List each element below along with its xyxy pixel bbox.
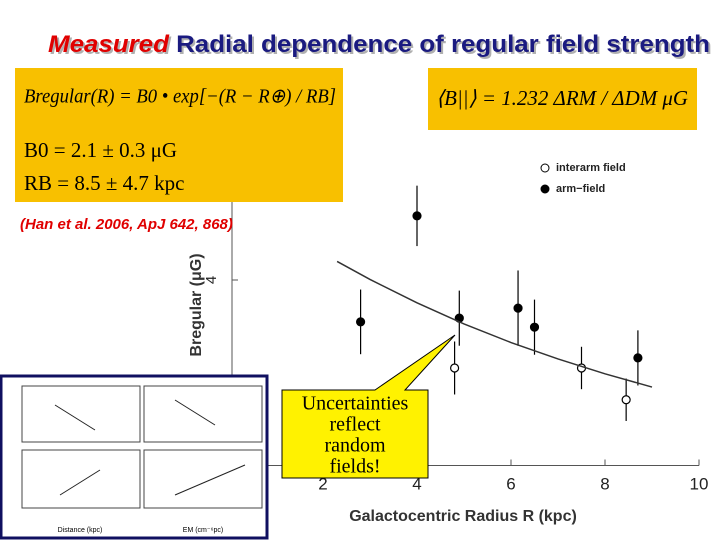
callout-text: random bbox=[324, 435, 386, 457]
y-axis-label: Bregular (μG) bbox=[188, 253, 205, 356]
inset-panel bbox=[21, 385, 141, 443]
point bbox=[529, 322, 540, 332]
formula: RB = 8.5 ± 4.7 kpc bbox=[24, 171, 184, 195]
inset-figure: Distance (kpc) EM (cm⁻⁶pc) bbox=[0, 374, 269, 540]
x-tick-label: 2 bbox=[318, 474, 327, 493]
point bbox=[513, 303, 523, 313]
legend-label: arm−field bbox=[556, 183, 605, 195]
inset-x-label: EM (cm⁻⁶pc) bbox=[183, 527, 223, 534]
point bbox=[450, 363, 460, 373]
inset-panel bbox=[21, 449, 141, 509]
inset-x-label: Distance (kpc) bbox=[58, 527, 103, 534]
y-tick-label: 4 bbox=[203, 276, 220, 284]
title-lead: Measured bbox=[48, 31, 170, 58]
point bbox=[633, 353, 643, 363]
formula: Bregular(R) = B0 • exp[−(R − R⊕) / RB] bbox=[24, 86, 336, 108]
inset-frame bbox=[0, 374, 269, 540]
inset-panel bbox=[143, 449, 263, 509]
callout-text: Uncertainties bbox=[302, 393, 409, 415]
inset-trend bbox=[174, 399, 216, 426]
legend-label: interarm field bbox=[556, 162, 626, 174]
x-tick-label: 8 bbox=[600, 474, 609, 493]
formula: B0 = 2.1 ± 0.3 μG bbox=[24, 138, 177, 162]
legend-marker bbox=[540, 163, 550, 173]
x-tick-label: 10 bbox=[690, 474, 709, 493]
formula-box bbox=[15, 68, 343, 202]
x-tick-label: 4 bbox=[412, 474, 421, 493]
x-axis-label: Galactocentric Radius R (kpc) bbox=[349, 508, 577, 525]
citation: (Han et al. 2006, ApJ 642, 868) bbox=[20, 216, 233, 233]
callout-text: fields! bbox=[329, 456, 380, 478]
inset-trend bbox=[54, 404, 96, 431]
formula: ⟨B||⟩ = 1.232 ΔRM / ΔDM μG bbox=[436, 86, 688, 110]
point bbox=[412, 211, 422, 221]
point bbox=[356, 317, 366, 327]
formula-box bbox=[428, 68, 697, 130]
point bbox=[621, 395, 631, 405]
fit-curve bbox=[336, 260, 653, 388]
callout-shape bbox=[281, 334, 456, 479]
legend-marker bbox=[540, 184, 550, 194]
x-tick-label: 6 bbox=[506, 474, 515, 493]
plot: 2 4 6 8 10 4 Galactocentric Radius R (kpc) Breg… bbox=[188, 147, 709, 525]
slide-title: Measured Radial dependence of regular fi… bbox=[48, 31, 710, 58]
inset-trend bbox=[59, 469, 101, 496]
callout: Uncertainties reflect random fields! bbox=[281, 334, 456, 479]
title-rest: Radial dependence of regular field stren… bbox=[176, 31, 710, 58]
inset-panel bbox=[143, 385, 263, 443]
inset-trend bbox=[174, 464, 246, 496]
callout-text: reflect bbox=[329, 414, 381, 436]
